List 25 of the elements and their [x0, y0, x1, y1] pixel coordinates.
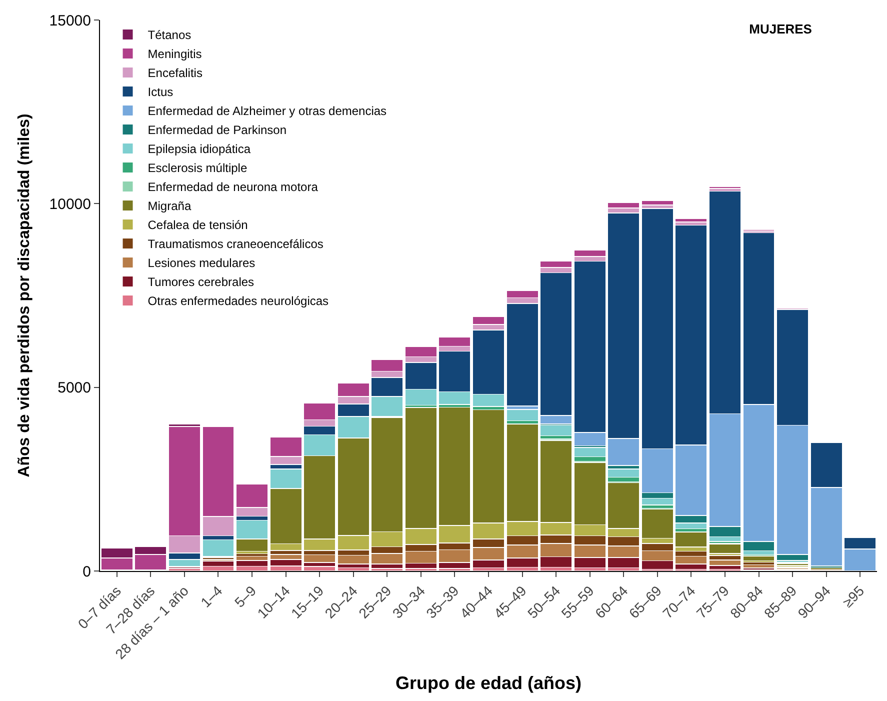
x-tick-label: 5–9 — [231, 582, 260, 610]
x-axis-title: Grupo de edad (años) — [395, 673, 582, 694]
legend-label: Migraña — [148, 199, 192, 214]
y-tick-label: 5000 — [58, 380, 91, 397]
y-tick-label: 15000 — [49, 12, 91, 30]
legend-label: Otras enfermedades neurológicas — [148, 294, 329, 308]
legend-label: Lesiones medulares — [148, 256, 256, 270]
legend-label: Encefalitis — [148, 66, 202, 80]
legend-label: Traumatismos craneoencefálicos — [148, 237, 324, 252]
y-tick-label: 0 — [82, 563, 91, 580]
x-tick-label: 1–4 — [197, 582, 226, 610]
legend-label: Enfermedad de Parkinson — [148, 123, 287, 138]
legend-label: Enfermedad de Alzheimer y otras demencias — [148, 104, 387, 118]
y-axis-title: Años de vida perdidos por discapacidad (miles) — [16, 114, 34, 478]
legend-label: Esclerosis múltiple — [148, 161, 248, 176]
legend-label: Epilepsia idiopática — [148, 142, 251, 156]
legend-label: Tumores cerebrales — [148, 275, 254, 290]
legend-label: Cefalea de tensión — [148, 218, 248, 232]
legend-label: Meningitis — [148, 47, 202, 62]
x-tick-label: ≥95 — [839, 582, 868, 610]
y-tick-label: 10000 — [49, 196, 91, 213]
legend-label: Enfermedad de neurona motora — [148, 180, 318, 194]
legend-label: Ictus — [148, 85, 174, 100]
chart-title: MUJERES — [749, 22, 812, 37]
legend-label: Tétanos — [148, 28, 192, 42]
